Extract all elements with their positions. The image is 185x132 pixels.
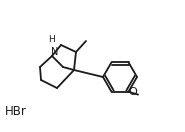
Text: O: O bbox=[128, 87, 137, 97]
Text: H: H bbox=[48, 35, 55, 44]
Text: N: N bbox=[51, 47, 58, 57]
Text: HBr: HBr bbox=[5, 105, 27, 118]
